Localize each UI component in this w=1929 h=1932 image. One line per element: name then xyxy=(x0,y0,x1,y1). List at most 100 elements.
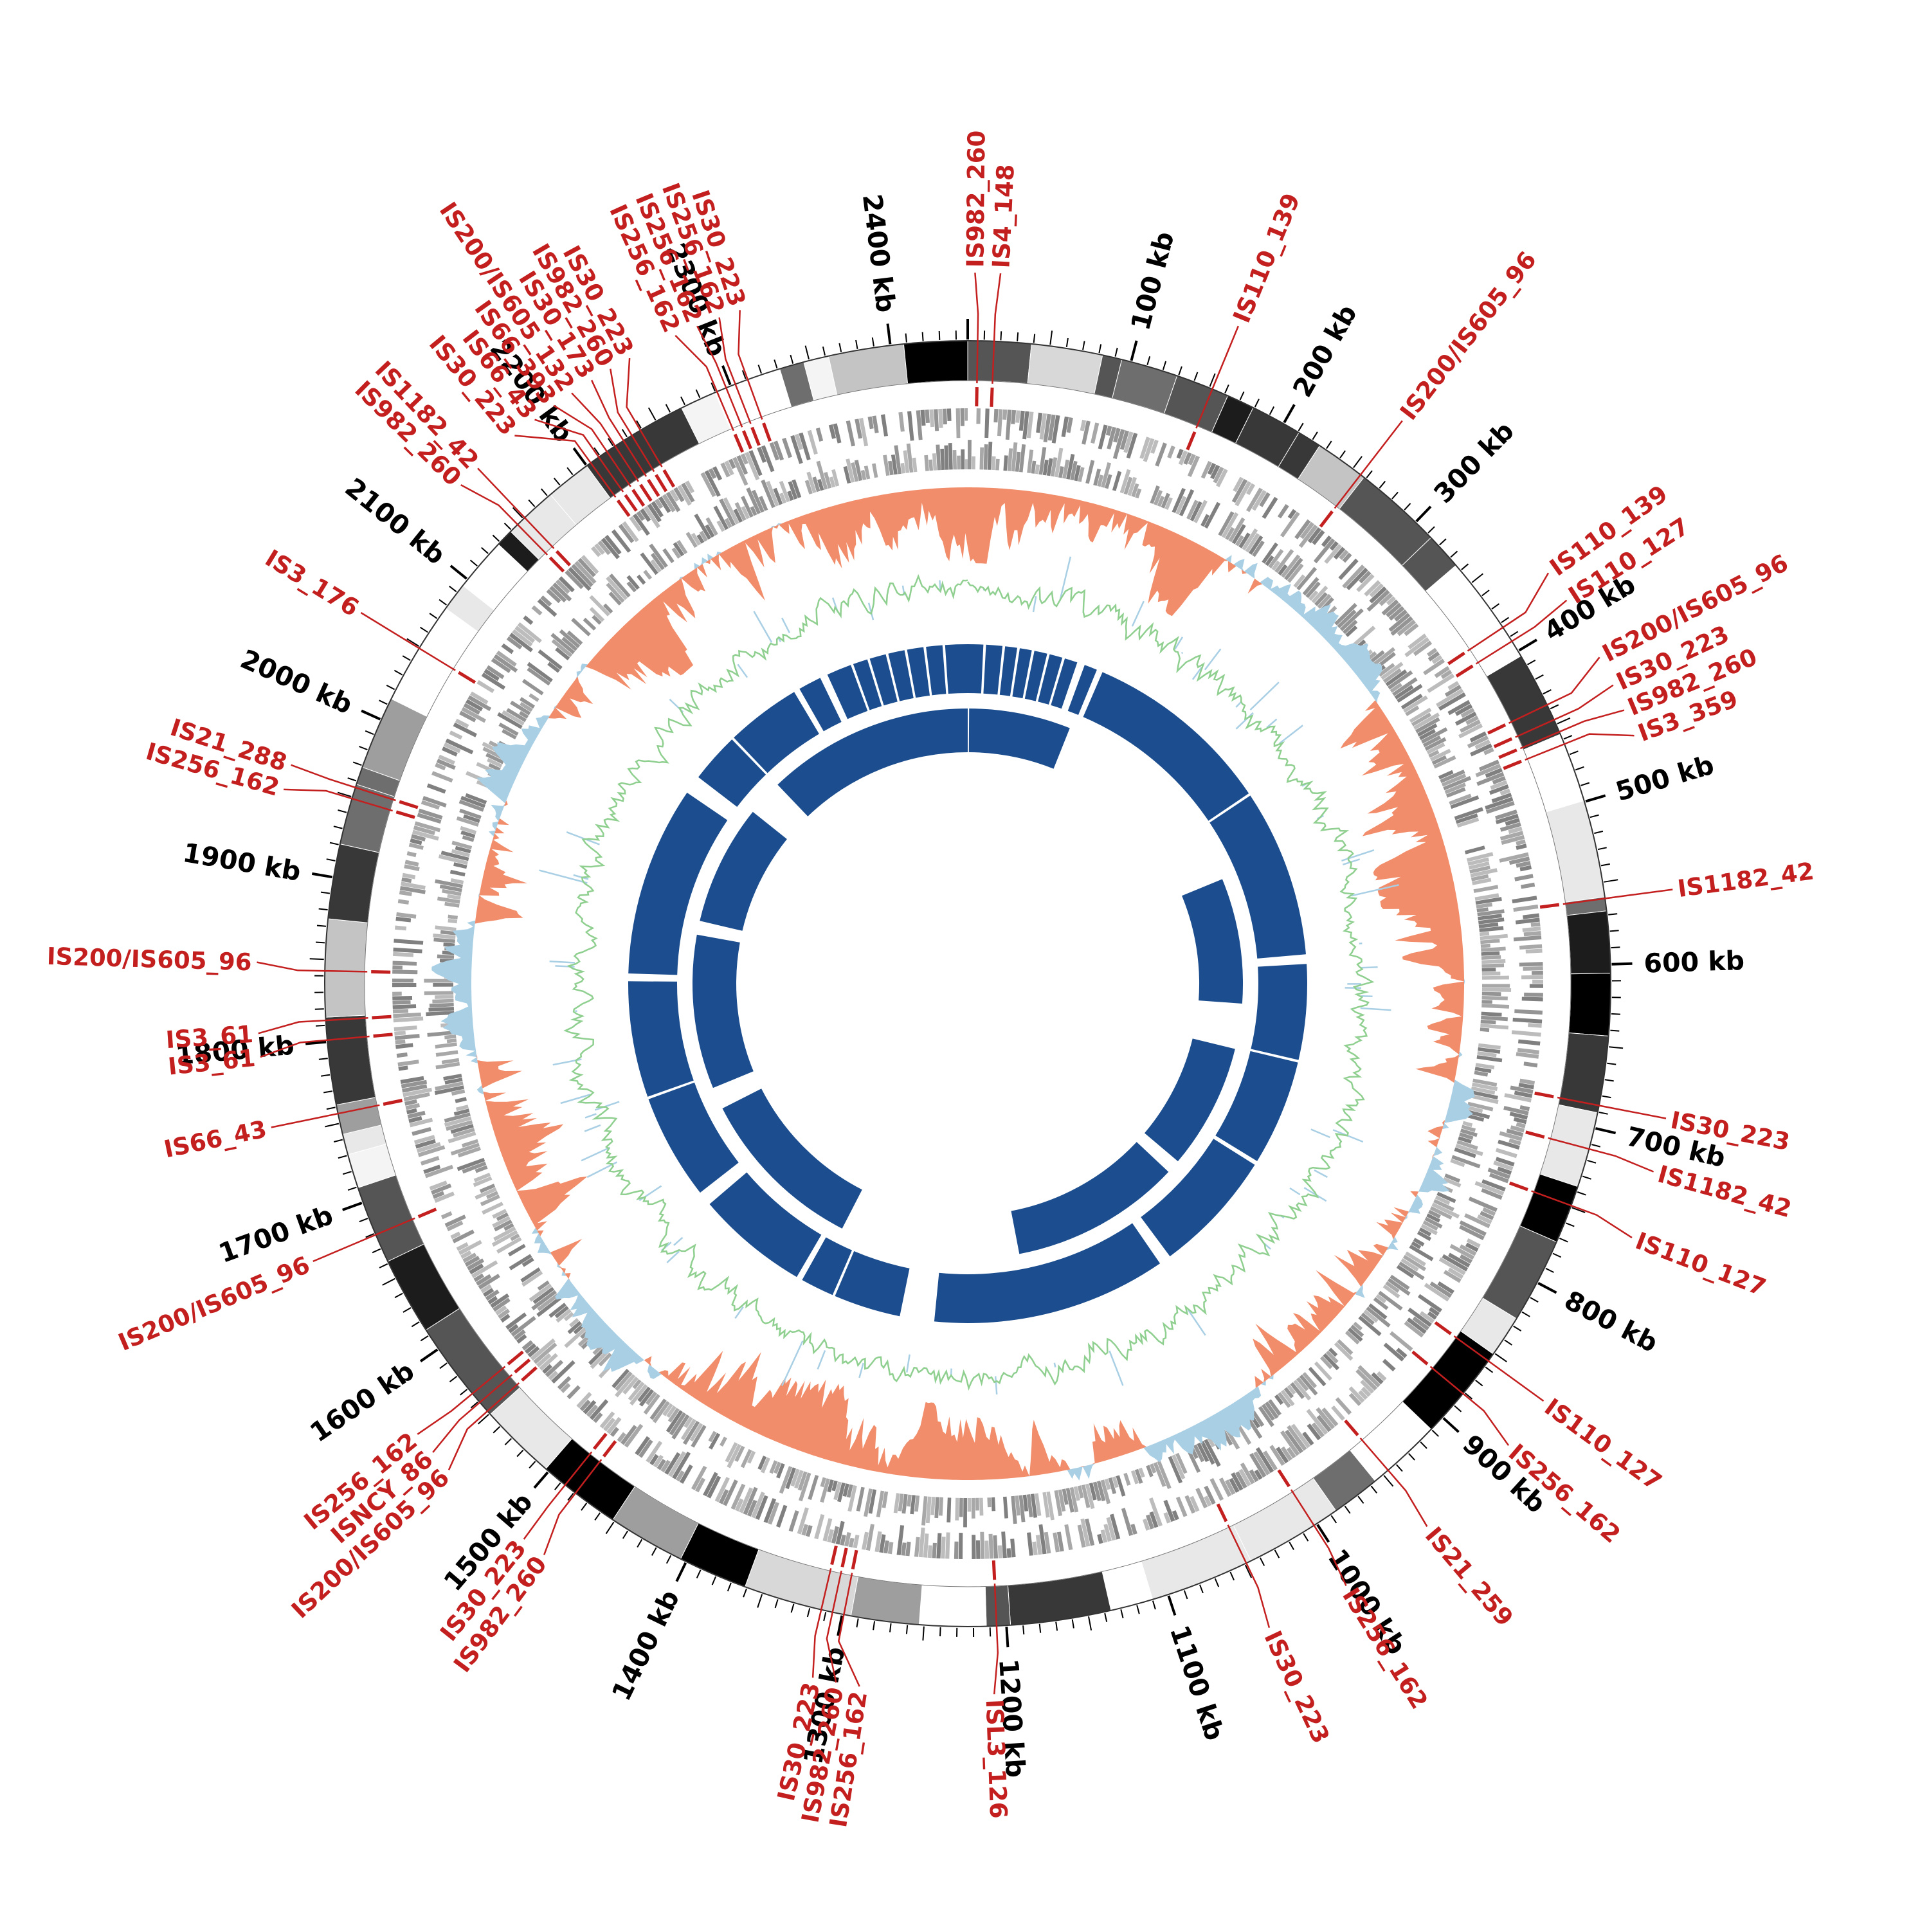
gene-bar xyxy=(427,784,446,794)
gene-bar xyxy=(1481,955,1501,960)
gene-bar xyxy=(980,447,984,470)
skew-spike xyxy=(1290,1188,1300,1195)
minor-tick xyxy=(1153,1601,1155,1610)
minor-tick xyxy=(460,1389,467,1395)
minor-tick xyxy=(1546,1268,1554,1272)
minor-tick xyxy=(319,1058,328,1060)
minor-tick xyxy=(856,1618,858,1627)
minor-tick xyxy=(450,1377,457,1382)
is-position-tick xyxy=(374,1034,393,1036)
minor-tick xyxy=(1371,1486,1377,1493)
minor-tick xyxy=(555,1483,561,1490)
major-tick xyxy=(888,324,891,345)
minor-tick xyxy=(403,1308,411,1312)
minor-tick xyxy=(1543,690,1552,694)
gene-bar xyxy=(393,1009,408,1013)
tick-label: 1900 kb xyxy=(181,837,303,887)
minor-tick xyxy=(790,355,793,364)
gene-bar xyxy=(881,414,888,437)
is-position-tick xyxy=(371,972,390,973)
gene-bar xyxy=(948,443,953,470)
minor-tick xyxy=(323,1091,332,1092)
minor-tick xyxy=(1340,451,1345,458)
minor-tick xyxy=(1225,385,1229,393)
gene-bar xyxy=(407,851,417,857)
minor-tick xyxy=(1200,1585,1203,1593)
minor-tick xyxy=(1557,718,1570,724)
minor-tick xyxy=(379,700,388,704)
gene-bar xyxy=(522,679,544,696)
minor-tick xyxy=(1040,1624,1041,1633)
gene-bar xyxy=(447,1038,457,1043)
skew-spike xyxy=(738,664,747,677)
is-position-tick xyxy=(626,495,637,511)
minor-tick xyxy=(1255,399,1259,408)
gene-bar xyxy=(961,449,964,469)
minor-tick xyxy=(696,390,700,398)
minor-tick xyxy=(1432,1431,1438,1437)
gene-bar xyxy=(1027,1532,1033,1555)
contig-block xyxy=(328,844,379,923)
gene-bar xyxy=(941,1537,946,1558)
minor-tick xyxy=(681,397,685,405)
minor-tick xyxy=(1147,356,1150,365)
is-annotation-label: IS200/IS605_96 xyxy=(114,1251,314,1357)
minor-tick xyxy=(743,1589,747,1597)
gene-bar xyxy=(431,771,453,782)
major-tick xyxy=(534,1472,548,1488)
minor-tick xyxy=(372,1249,381,1253)
ring-outline xyxy=(365,381,1571,1587)
gene-bar xyxy=(1427,674,1454,693)
minor-tick xyxy=(667,1555,671,1563)
gene-bar xyxy=(643,570,652,580)
is-position-tick xyxy=(1321,511,1332,527)
skew-spike xyxy=(995,1377,997,1395)
gene-bar xyxy=(925,410,930,423)
minor-tick xyxy=(412,1322,419,1326)
minor-tick xyxy=(439,600,446,605)
gene-bar xyxy=(1011,410,1016,424)
is-position-tick xyxy=(1413,1352,1427,1364)
minor-tick xyxy=(348,778,356,781)
minor-tick xyxy=(505,1438,511,1445)
minor-tick xyxy=(1345,1506,1350,1513)
gene-bar xyxy=(989,1534,994,1559)
gene-bar xyxy=(872,415,878,433)
gene-bar xyxy=(938,409,943,428)
gene-bar xyxy=(1482,971,1501,975)
gene-bar xyxy=(1019,444,1026,473)
gene-bar xyxy=(1512,896,1537,903)
major-tick xyxy=(361,711,380,719)
gene-bar xyxy=(1514,874,1534,881)
skew-spike xyxy=(859,1363,863,1378)
gene-bar xyxy=(1522,997,1543,1002)
is-position-tick xyxy=(458,673,475,683)
skew-spike xyxy=(818,1350,825,1369)
is-position-tick xyxy=(419,1209,437,1217)
gene-bar xyxy=(397,1060,419,1067)
gene-bar xyxy=(1064,1524,1073,1550)
minor-tick xyxy=(430,613,437,618)
minor-tick xyxy=(321,1075,330,1076)
minor-tick xyxy=(365,731,374,734)
gene-bar xyxy=(1482,992,1501,996)
minor-tick xyxy=(1599,1112,1608,1114)
gene-bar xyxy=(954,1542,959,1559)
minor-tick xyxy=(873,338,874,347)
minor-tick xyxy=(1510,631,1518,636)
gene-bar xyxy=(449,730,463,739)
gene-bar xyxy=(972,456,975,469)
minor-tick xyxy=(348,1187,356,1190)
gene-bar xyxy=(393,1004,417,1009)
is-position-tick xyxy=(1188,432,1195,450)
gene-bar xyxy=(934,1497,939,1519)
gene-bar xyxy=(433,983,453,987)
minor-tick xyxy=(1501,618,1509,623)
gene-bar xyxy=(455,1097,467,1103)
is-position-tick xyxy=(1279,1470,1289,1486)
minor-tick xyxy=(940,1627,941,1636)
is-position-tick xyxy=(522,1368,536,1380)
contig-block xyxy=(325,919,368,1017)
